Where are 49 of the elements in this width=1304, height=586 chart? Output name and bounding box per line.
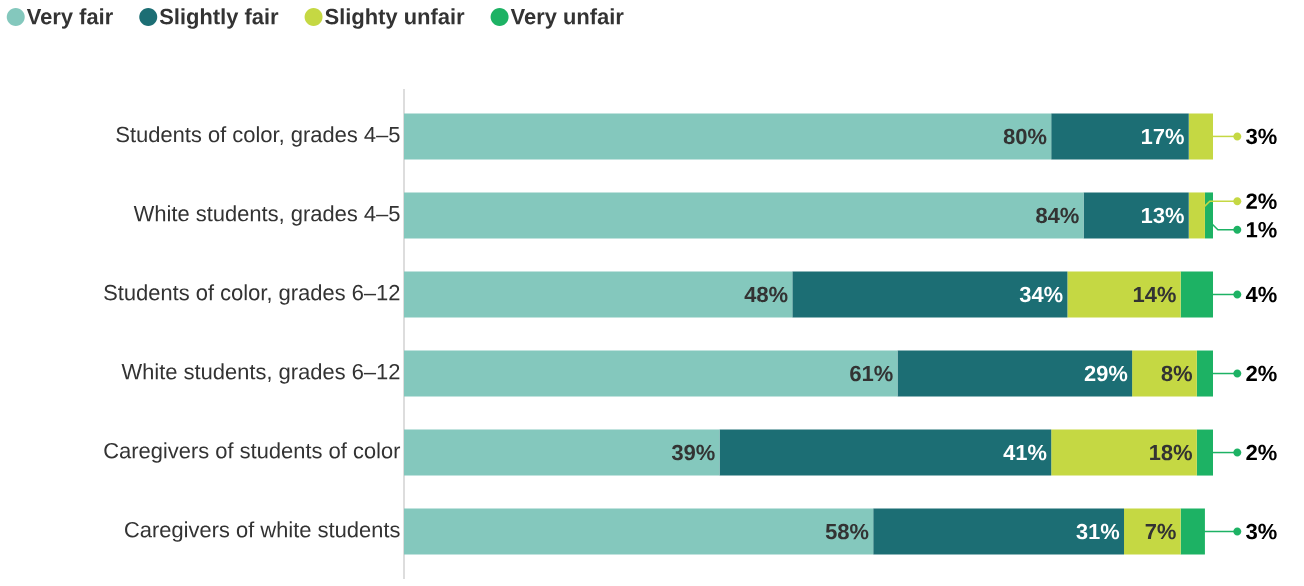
y-tick-label: White students, grades 4–5 [133,205,400,226]
data-label: 39% [671,444,715,461]
bar [404,271,793,318]
bar [1067,271,1181,318]
data-label: 84% [1036,207,1079,224]
legend-label: Very fair [26,8,113,29]
data-label: 8% [1161,365,1192,382]
bar [897,350,1133,397]
bar [719,429,1052,476]
bar [404,350,898,397]
bar [1051,113,1189,160]
legend-label: Slighty unfair [325,8,465,29]
data-label: 29% [1084,365,1128,382]
data-label: 41% [1003,444,1047,461]
data-label: 61% [850,365,893,382]
data-label: 17% [1142,128,1184,145]
bar [1051,429,1197,476]
data-label: 48% [744,286,788,303]
data-label: 3% [1246,523,1277,540]
data-label: 1% [1246,221,1277,238]
bar [1132,350,1197,397]
bar [404,508,874,555]
data-label: 7% [1145,523,1176,540]
y-tick-label: Caregivers of students of color [104,442,401,463]
data-label: 80% [1003,128,1047,145]
data-label: 2% [1246,193,1277,209]
y-tick-label: Students of color, grades 4–5 [116,126,400,147]
bar [873,508,1125,555]
legend-label: Very unfair [510,8,624,29]
bar [404,429,720,476]
legend-label: Slightly fair [159,8,279,29]
bar [1124,508,1181,555]
data-label: 2% [1246,444,1277,461]
y-tick-label: Caregivers of white students [125,521,400,542]
bar [404,192,1084,239]
data-label: 3% [1246,128,1277,145]
data-label: 13% [1142,207,1184,224]
data-label: 31% [1076,523,1120,540]
data-label: 4% [1245,286,1277,303]
y-tick-label: Students of color, grades 6–12 [104,284,400,305]
data-label: 14% [1133,286,1176,303]
bar [792,271,1068,318]
data-label: 34% [1019,286,1063,303]
data-label: 2% [1246,365,1277,382]
data-label: 18% [1150,444,1192,461]
bar [1083,192,1189,239]
data-label: 58% [825,523,869,540]
y-tick-label: White students, grades 6–12 [121,363,400,384]
bar [404,113,1052,160]
